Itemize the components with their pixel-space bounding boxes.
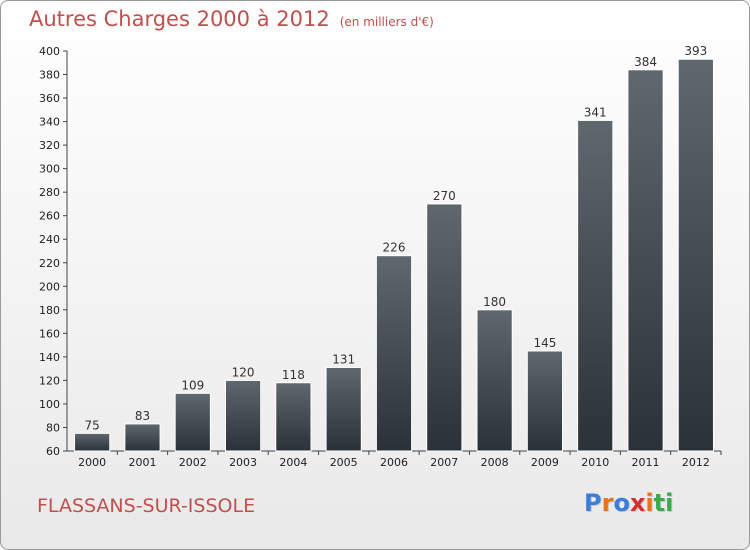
x-tick-label: 2002 (179, 456, 207, 469)
y-tick-label: 380 (39, 69, 60, 82)
y-axis: 60 80 100 120 140 160 180 200 220 240 260 280 300 320… (39, 45, 68, 458)
bar-value-label: 226 (383, 241, 406, 255)
y-tick-label: 140 (39, 351, 60, 364)
y-tick-label: 240 (39, 233, 60, 246)
bar (275, 382, 312, 452)
bar (526, 350, 564, 452)
x-tick-label: 2008 (481, 456, 509, 469)
bar (375, 255, 413, 452)
y-tick-label: 120 (39, 374, 60, 387)
x-tick-label: 2011 (632, 456, 660, 469)
y-tick-label: 80 (46, 421, 60, 434)
bar-value-label: 384 (634, 55, 657, 69)
bar-value-label: 393 (684, 44, 707, 58)
y-tick-label: 160 (39, 327, 60, 340)
bar (476, 309, 513, 452)
bar-value-label: 83 (135, 409, 150, 423)
bar-value-label: 75 (85, 418, 100, 432)
y-tick-label: 180 (39, 304, 60, 317)
y-tick-label: 260 (39, 210, 60, 223)
x-tick-label: 2007 (430, 456, 458, 469)
bar-series (74, 58, 714, 452)
bar-value-label: 145 (533, 336, 556, 350)
bar-value-label: 131 (332, 352, 355, 366)
value-labels: 75 83 109 120 118 131 226 270 180 145 341 384 393 (85, 44, 708, 432)
x-tick-label: 2006 (380, 456, 408, 469)
city-name: FLASSANS-SUR-ISSOLE (37, 495, 256, 517)
bar-value-label: 118 (282, 368, 305, 382)
bar (224, 379, 262, 452)
x-tick-label: 2003 (229, 456, 257, 469)
y-tick-label: 60 (46, 445, 60, 458)
bar-value-label: 341 (584, 105, 607, 119)
bar-value-label: 180 (483, 295, 506, 309)
bar (627, 69, 664, 452)
x-tick-label: 2009 (531, 456, 559, 469)
x-tick-label: 2005 (330, 456, 358, 469)
bar (174, 392, 211, 452)
y-tick-label: 220 (39, 257, 60, 270)
y-tick-label: 100 (39, 398, 60, 411)
bar (426, 203, 463, 452)
bar (677, 58, 714, 452)
bar (325, 366, 362, 452)
y-tick-label: 320 (39, 139, 60, 152)
bar (124, 423, 161, 452)
x-tick-label: 2010 (581, 456, 609, 469)
bar (74, 432, 111, 452)
y-tick-label: 360 (39, 92, 60, 105)
y-tick-label: 300 (39, 163, 60, 176)
bar-value-label: 120 (232, 365, 255, 379)
x-tick-label: 2004 (279, 456, 307, 469)
x-tick-label: 2012 (682, 456, 710, 469)
x-tick-label: 2001 (128, 456, 156, 469)
x-tick-label: 2000 (78, 456, 106, 469)
y-tick-label: 280 (39, 186, 60, 199)
bar-value-label: 109 (181, 378, 204, 392)
y-tick-label: 400 (39, 45, 60, 58)
proxiti-logo: Proxiti (584, 489, 674, 517)
bar (577, 119, 614, 452)
chart-title-text: Autres Charges 2000 à 2012 (29, 7, 330, 31)
chart-unit-label: (en milliers d'€) (339, 15, 434, 29)
chart-title: Autres Charges 2000 à 2012 (en milliers d… (29, 7, 434, 31)
y-tick-label: 200 (39, 280, 60, 293)
y-tick-label: 340 (39, 116, 60, 129)
bar-value-label: 270 (433, 189, 456, 203)
x-axis: 2000 2001 2002 2003 2004 2005 2006 2007 2008 2009… (67, 450, 722, 469)
